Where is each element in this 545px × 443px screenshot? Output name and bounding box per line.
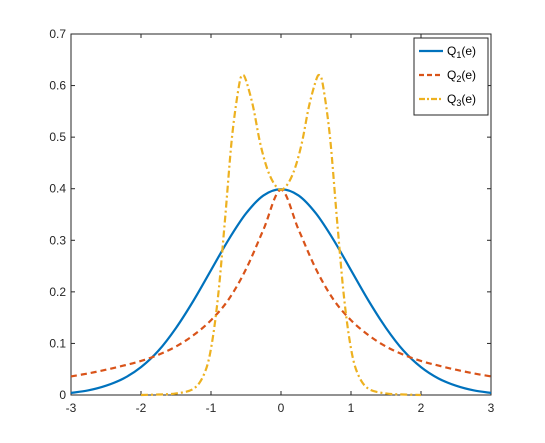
x-tick-label: 0 [278,401,285,415]
y-tick-label: 0 [59,388,66,402]
legend-label-q3: Q3(e) [447,92,476,108]
y-tick-label: 0.4 [49,182,66,196]
legend-label-q2: Q2(e) [447,68,476,84]
y-tick-label: 0.2 [49,285,66,299]
x-tick-label: 2 [418,401,425,415]
x-tick-label: 1 [348,401,355,415]
y-tick-label: 0.7 [49,27,66,41]
x-tick-label: 3 [488,401,495,415]
x-tick-label: -2 [136,401,147,415]
y-tick-label: 0.1 [49,336,66,350]
x-tick-label: -3 [66,401,77,415]
legend: Q1(e) Q2(e) Q3(e) [413,37,489,116]
y-tick-label: 0.5 [49,130,66,144]
x-tick-label: -1 [206,401,217,415]
legend-label-q1: Q1(e) [447,44,476,60]
series-line-q3 [140,73,422,397]
y-tick-label: 0.6 [49,79,66,93]
y-tick-label: 0.3 [49,233,66,247]
axes: -3 -2 -1 0 1 2 3 0 0.1 0.2 0.3 0.4 0.5 0.6 0.7 [49,27,494,415]
series-layer [70,73,492,397]
